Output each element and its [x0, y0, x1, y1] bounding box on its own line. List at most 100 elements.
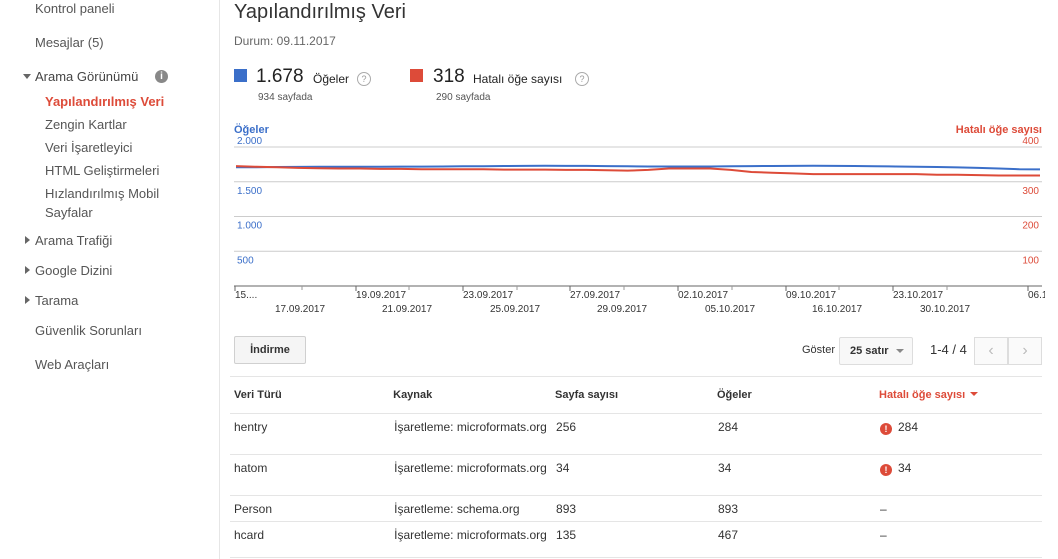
cell-pages: 34: [555, 454, 717, 496]
nav-search-appearance[interactable]: Arama Görünümü: [35, 69, 139, 84]
chevron-down-icon: [896, 349, 904, 353]
col-header-data-type[interactable]: Veri Türü: [230, 376, 394, 414]
right-tick-label: 100: [1022, 255, 1039, 266]
x-tick-label: 30.10.2017: [920, 304, 970, 315]
x-tick-label: 15....: [235, 290, 257, 301]
help-icon[interactable]: ?: [575, 72, 589, 86]
structured-data-table: Veri Türü Kaynak Sayfa sayısı Öğeler Hat…: [230, 376, 1042, 558]
x-tick-label: 23.10.2017: [893, 290, 943, 301]
cell-errors: ! 34: [879, 454, 1042, 496]
cell-type[interactable]: Person: [230, 495, 394, 522]
nav-amp[interactable]: Hızlandırılmış Mobil: [45, 186, 160, 201]
nav-crawl[interactable]: Tarama: [35, 293, 79, 308]
col-header-items[interactable]: Öğeler: [716, 376, 879, 414]
right-tick-label: 400: [1022, 136, 1039, 147]
cell-source: İşaretleme: schema.org: [393, 495, 556, 522]
nav-amp-line2[interactable]: Sayfalar: [45, 205, 93, 220]
x-tick-label: 17.09.2017: [275, 304, 325, 315]
items-pages: 934 sayfada: [258, 92, 313, 103]
table-row[interactable]: hcard İşaretleme: microformats.org 135 4…: [230, 521, 1042, 558]
cell-items: 893: [716, 495, 879, 522]
sort-desc-icon: [970, 392, 979, 396]
table-row[interactable]: hatom İşaretleme: microformats.org 34 34…: [230, 454, 1042, 496]
errors-total: 318: [433, 66, 465, 87]
error-icon: !: [880, 464, 892, 476]
cell-source: İşaretleme: microformats.org: [393, 454, 556, 496]
right-axis-label: Hatalı öğe sayısı: [956, 124, 1042, 136]
nav-messages[interactable]: Mesajlar (5): [35, 35, 104, 50]
prev-page-button[interactable]: ‹: [974, 337, 1008, 365]
table-row[interactable]: hentry İşaretleme: microformats.org 256 …: [230, 413, 1042, 455]
show-label: Göster: [802, 344, 836, 356]
left-tick-label: 1.500: [237, 186, 262, 197]
nav-structured-data[interactable]: Yapılandırılmış Veri: [45, 94, 165, 109]
next-page-button[interactable]: ›: [1008, 337, 1042, 365]
cell-type[interactable]: hentry: [230, 413, 394, 455]
cell-errors-value: 34: [898, 461, 912, 475]
errors-pages: 290 sayfada: [436, 92, 491, 103]
table-row[interactable]: Person İşaretleme: schema.org 893 893 –: [230, 495, 1042, 522]
sidebar: Kontrol paneli Mesajlar (5) Arama Görünü…: [0, 0, 220, 559]
items-total: 1.678: [256, 66, 304, 87]
col-header-pages[interactable]: Sayfa sayısı: [555, 376, 717, 414]
nav-html-improvements[interactable]: HTML Geliştirmeleri: [45, 163, 160, 178]
x-tick-label: 29.09.2017: [597, 304, 647, 315]
x-tick-label: 09.10.2017: [786, 290, 836, 301]
left-tick-label: 500: [237, 255, 254, 266]
rows-per-page-select[interactable]: 25 satır: [839, 337, 913, 365]
cell-source: İşaretleme: microformats.org: [393, 413, 556, 455]
nav-rich-cards[interactable]: Zengin Kartlar: [45, 117, 127, 132]
cell-type[interactable]: hatom: [230, 454, 394, 496]
col-header-errors[interactable]: Hatalı öğe sayısı: [879, 376, 1042, 414]
x-tick-label: 27.09.2017: [570, 290, 620, 301]
x-tick-label: 21.09.2017: [382, 304, 432, 315]
error-icon: !: [880, 423, 892, 435]
col-header-source[interactable]: Kaynak: [393, 376, 556, 414]
cell-errors: –: [879, 521, 1042, 558]
errors-label: Hatalı öğe sayısı: [473, 72, 563, 86]
rows-per-page-value: 25 satır: [850, 345, 889, 357]
x-tick-label: 02.10.2017: [678, 290, 728, 301]
nav-data-highlighter[interactable]: Veri İşaretleyici: [45, 140, 133, 155]
items-label: Öğeler: [313, 72, 350, 86]
items-swatch[interactable]: [234, 69, 247, 82]
cell-source: İşaretleme: microformats.org: [393, 521, 556, 558]
right-tick-label: 300: [1022, 186, 1039, 197]
chevron-right-icon[interactable]: [25, 296, 30, 304]
x-tick-label: 23.09.2017: [463, 290, 513, 301]
items-series-line: [236, 164, 1041, 171]
cell-pages: 893: [555, 495, 717, 522]
nav-search-traffic[interactable]: Arama Trafiği: [35, 233, 113, 248]
nav-control-panel[interactable]: Kontrol paneli: [35, 1, 115, 16]
page-title: Yapılandırılmış Veri: [234, 1, 406, 23]
nav-google-index[interactable]: Google Dizini: [35, 263, 113, 278]
cell-pages: 256: [555, 413, 717, 455]
status-date: Durum: 09.11.2017: [234, 34, 336, 48]
download-button[interactable]: İndirme: [234, 336, 306, 364]
nav-security-issues[interactable]: Güvenlik Sorunları: [35, 323, 142, 338]
cell-errors: ! 284: [879, 413, 1042, 455]
x-tick-label: 19.09.2017: [356, 290, 406, 301]
chevron-down-icon[interactable]: [23, 74, 31, 79]
x-tick-label: 05.10.2017: [705, 304, 755, 315]
x-tick-label: 25.09.2017: [490, 304, 540, 315]
cell-pages: 135: [555, 521, 717, 558]
nav-web-tools[interactable]: Web Araçları: [35, 357, 110, 372]
errors-swatch[interactable]: [410, 69, 423, 82]
x-tick-label: 16.10.2017: [812, 304, 862, 315]
cell-items: 467: [716, 521, 879, 558]
pagination-range: 1-4 / 4: [930, 342, 967, 357]
errors-series-line: [235, 165, 1040, 177]
help-icon[interactable]: ?: [357, 72, 371, 86]
chevron-right-icon[interactable]: [25, 266, 30, 274]
right-tick-label: 200: [1022, 221, 1039, 232]
cell-type[interactable]: hcard: [230, 521, 394, 558]
left-axis-label: Öğeler: [234, 123, 270, 136]
chevron-right-icon[interactable]: [25, 236, 30, 244]
info-icon[interactable]: i: [155, 70, 168, 83]
col-header-errors-label: Hatalı öğe sayısı: [879, 389, 966, 401]
cell-items: 34: [716, 454, 879, 496]
cell-items: 284: [716, 413, 879, 455]
table-header-row: Veri Türü Kaynak Sayfa sayısı Öğeler Hat…: [230, 376, 1042, 414]
structured-data-chart: Öğeler Hatalı öğe sayısı 2.000 1.500 1.000 50…: [234, 123, 1045, 315]
